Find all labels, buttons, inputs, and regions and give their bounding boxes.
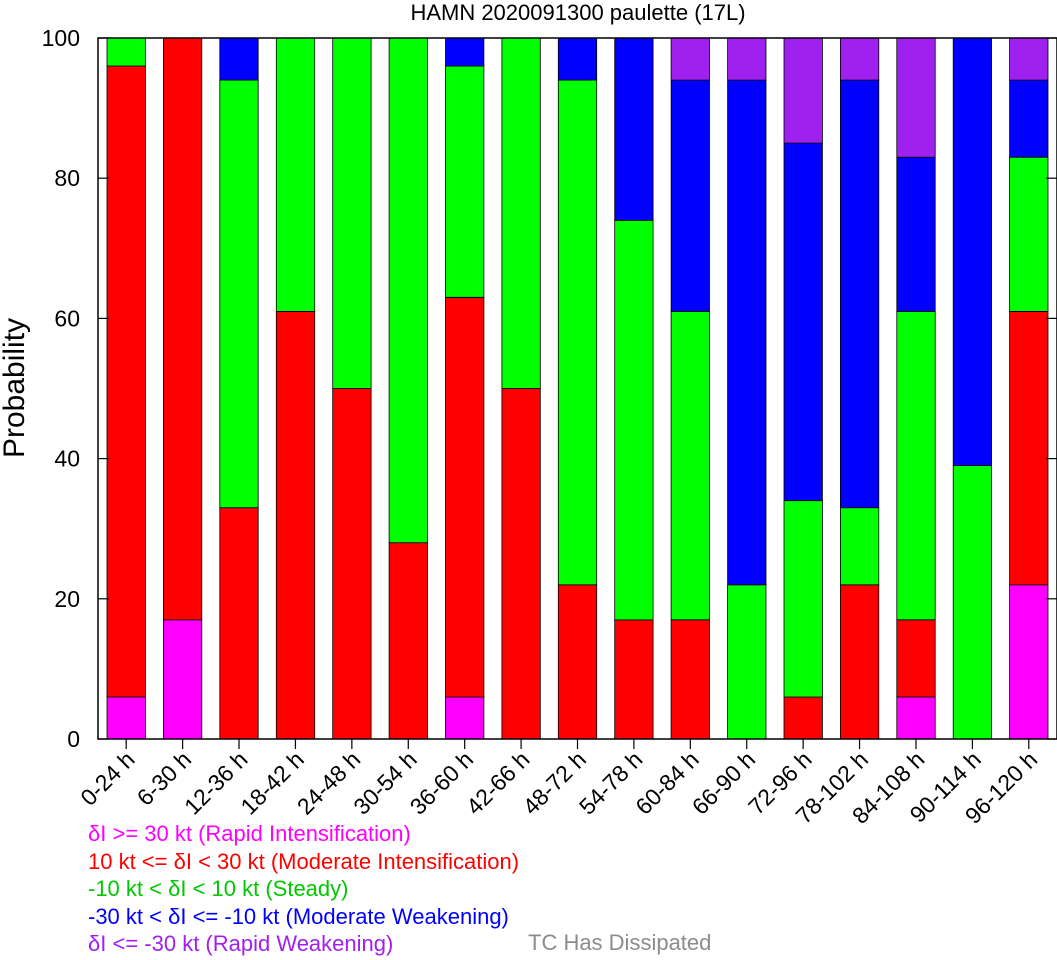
y-tick-label-0: 0	[67, 726, 80, 752]
bar-st-8	[557, 79, 598, 586]
bar-mi-12	[783, 696, 823, 740]
bar-mi-13	[840, 584, 880, 740]
bar-st-5	[388, 37, 428, 544]
y-tick-label-20: 20	[54, 586, 80, 612]
bar-rw-13	[840, 37, 880, 81]
bar-ri-6	[445, 696, 485, 740]
bar-rw-12	[783, 37, 823, 144]
bar-mw-2	[219, 37, 259, 81]
bar-mi-0	[106, 65, 146, 698]
bar-mi-7	[501, 388, 541, 740]
bar-mi-3	[275, 310, 316, 740]
legend-dissipated: TC Has Dissipated	[528, 930, 712, 955]
bar-rw-14	[896, 37, 936, 158]
bar-st-10	[670, 310, 710, 621]
bar-mw-8	[557, 37, 598, 81]
bar-mi-16	[1009, 310, 1049, 586]
bar-mi-8	[557, 584, 598, 740]
bar-mi-6	[445, 296, 485, 698]
bar-ri-1	[162, 619, 203, 740]
bar-st-7	[501, 37, 541, 389]
legend-moderate-weakening: -30 kt < δI <= -10 kt (Moderate Weakenin…	[88, 903, 509, 929]
bar-mi-5	[388, 542, 428, 740]
bar-st-15	[952, 465, 993, 740]
legend-moderate-intensification: 10 kt <= δI < 30 kt (Moderate Intensific…	[88, 848, 520, 874]
y-tick-label-100: 100	[42, 25, 80, 51]
legend: δI >= 30 kt (Rapid Intensification) 10 k…	[88, 820, 519, 958]
bar-mw-14	[896, 156, 936, 312]
bar-mi-9	[614, 619, 654, 740]
y-axis-label: Probability	[0, 318, 31, 458]
bar-st-6	[445, 65, 485, 298]
bar-st-3	[275, 37, 316, 312]
bar-st-0	[106, 37, 146, 67]
bar-mw-16	[1009, 79, 1049, 158]
y-axis: 0 20 40 60 80 100	[42, 25, 1057, 752]
bar-mw-10	[670, 79, 710, 312]
bar-rw-10	[670, 37, 710, 81]
bars-group	[106, 37, 1049, 740]
bar-st-14	[896, 310, 936, 621]
bar-ri-0	[106, 696, 146, 740]
x-tick-label-0: 0-24 h	[75, 746, 140, 811]
bar-rw-11	[727, 37, 767, 81]
bar-st-11	[727, 584, 767, 740]
y-tick-label-80: 80	[54, 165, 80, 191]
bar-mw-13	[840, 79, 880, 509]
bar-mi-1	[162, 37, 203, 621]
bar-rw-16	[1009, 37, 1049, 81]
bar-mw-11	[727, 79, 767, 586]
bar-mi-10	[670, 619, 710, 740]
bar-mw-9	[614, 37, 654, 221]
bar-st-2	[219, 79, 259, 509]
legend-steady: -10 kt < δI < 10 kt (Steady)	[88, 876, 349, 901]
bar-mi-2	[219, 507, 259, 740]
bar-mi-14	[896, 619, 936, 698]
bar-ri-14	[896, 696, 936, 740]
bar-st-4	[332, 37, 372, 389]
bar-mw-15	[952, 37, 993, 467]
bar-ri-16	[1009, 584, 1049, 740]
y-tick-label-40: 40	[54, 446, 80, 472]
bar-mw-6	[445, 37, 485, 67]
y-tick-label-60: 60	[54, 305, 80, 331]
x-axis: 0-24 h6-30 h12-36 h18-42 h24-48 h30-54 h…	[75, 739, 1042, 829]
legend-rapid-weakening: δI <= -30 kt (Rapid Weakening)	[88, 931, 394, 956]
bar-st-16	[1009, 156, 1049, 312]
legend-rapid-intensification: δI >= 30 kt (Rapid Intensification)	[88, 821, 411, 846]
bar-st-13	[840, 507, 880, 586]
bar-st-9	[614, 219, 654, 621]
bar-mw-12	[783, 142, 823, 502]
bar-mi-4	[332, 388, 372, 740]
chart-title: HAMN 2020091300 paulette (17L)	[410, 0, 745, 25]
bar-st-12	[783, 500, 823, 698]
